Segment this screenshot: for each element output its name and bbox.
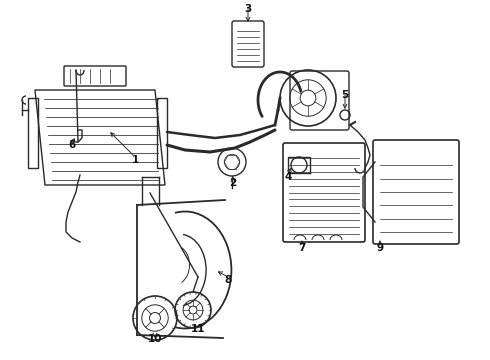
Text: 7: 7	[298, 243, 306, 253]
Text: 8: 8	[224, 275, 232, 285]
Text: 10: 10	[148, 334, 162, 344]
Text: 6: 6	[69, 140, 75, 150]
Text: 4: 4	[284, 172, 292, 182]
Text: 3: 3	[245, 4, 252, 14]
Text: 1: 1	[131, 155, 139, 165]
Text: 5: 5	[342, 90, 348, 100]
Text: 2: 2	[229, 178, 237, 188]
Text: 9: 9	[376, 243, 384, 253]
Text: 11: 11	[191, 324, 205, 334]
